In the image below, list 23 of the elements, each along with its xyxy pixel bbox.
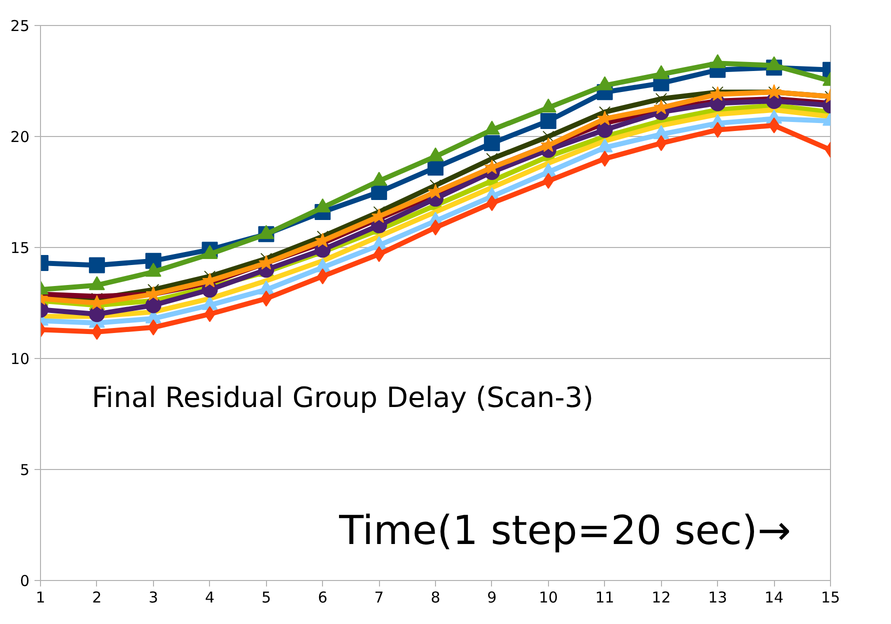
x-tick-label: 9 <box>487 588 497 606</box>
x-tick-label: 14 <box>764 588 784 606</box>
x-tick-label: 1 <box>36 588 46 606</box>
x-tick-label: 3 <box>148 588 158 606</box>
x-tick-label: 11 <box>595 588 614 606</box>
annotation: Final Residual Group Delay (Scan-3) <box>92 381 594 414</box>
y-tick-label: 15 <box>10 239 30 257</box>
x-tick-label: 8 <box>430 588 440 606</box>
x-tick-label: 12 <box>652 588 671 606</box>
annotation: Time(1 step=20 sec)→ <box>338 508 791 554</box>
y-tick-label: 20 <box>10 128 30 146</box>
x-tick-label: 2 <box>92 588 102 606</box>
y-tick-label: 25 <box>10 17 30 35</box>
x-tick-label: 4 <box>205 588 215 606</box>
x-tick-label: 5 <box>261 588 271 606</box>
y-tick-label: 5 <box>20 461 30 479</box>
x-tick-label: 15 <box>820 588 840 606</box>
x-tick-label: 10 <box>538 588 558 606</box>
x-tick-label: 6 <box>318 588 328 606</box>
x-tick-label: 13 <box>708 588 728 606</box>
x-tick-label: 7 <box>374 588 384 606</box>
y-tick-label: 0 <box>20 572 30 590</box>
y-tick-label: 10 <box>10 350 30 368</box>
